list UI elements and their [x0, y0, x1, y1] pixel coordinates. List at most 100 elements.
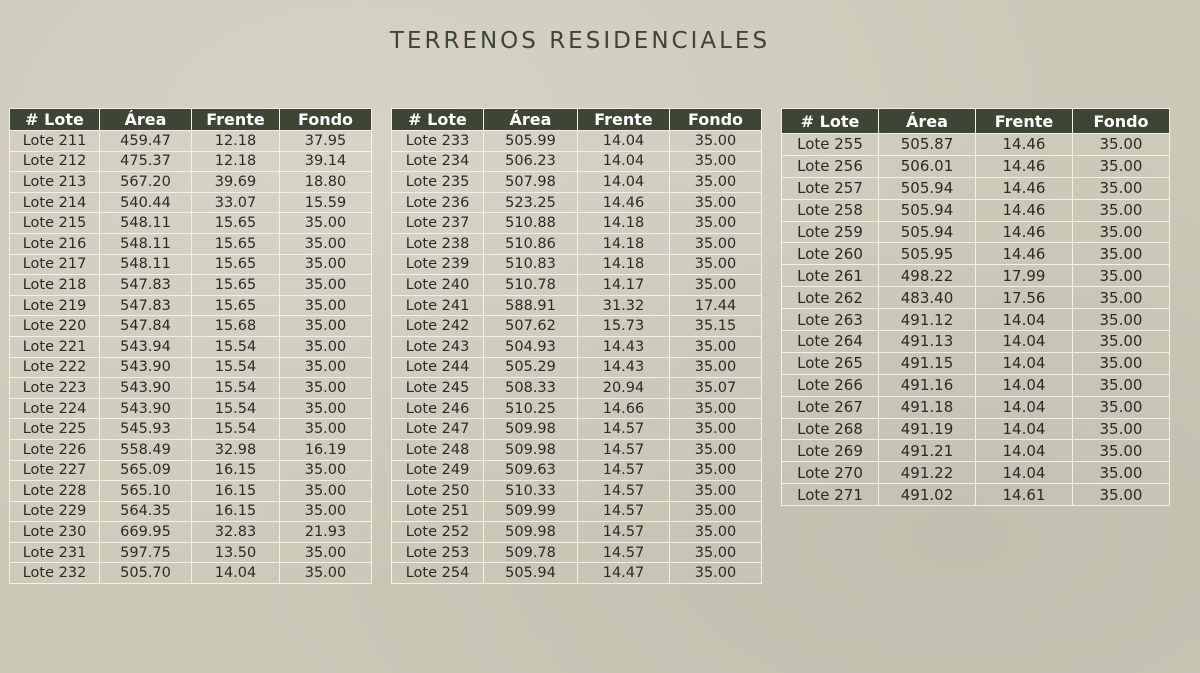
cell-frente: 14.47 [577, 562, 670, 585]
cell-area: 510.83 [483, 253, 578, 276]
cell-fondo: 35.00 [669, 480, 762, 502]
cell-area: 510.86 [483, 232, 578, 255]
cell-area: 459.47 [99, 130, 192, 152]
cell-fondo: 35.00 [669, 562, 762, 585]
cell-frente: 32.83 [191, 521, 280, 543]
cell-area: 510.88 [483, 212, 578, 234]
cell-fondo: 35.00 [669, 541, 762, 564]
cell-area: 509.98 [483, 521, 578, 543]
cell-area: 505.95 [878, 242, 976, 266]
cell-area: 506.01 [878, 154, 976, 178]
cell-fondo: 35.00 [669, 212, 762, 234]
cell-frente: 32.98 [191, 438, 280, 461]
cell-area: 548.11 [99, 212, 192, 234]
cell-fondo: 35.00 [669, 335, 762, 358]
cell-fondo: 35.00 [1072, 373, 1170, 397]
table-row: Lote 212 475.37 12.18 39.14 [9, 150, 372, 173]
cell-area: 509.98 [483, 438, 578, 461]
cell-frente: 31.32 [577, 294, 670, 317]
cell-area: 505.87 [878, 133, 976, 156]
cell-lote: Lote 264 [781, 330, 879, 353]
cell-fondo: 35.00 [279, 541, 372, 564]
cell-lote: Lote 240 [391, 274, 484, 296]
cell-lote: Lote 261 [781, 264, 879, 288]
table-row: Lote 221 543.94 15.54 35.00 [9, 335, 372, 358]
cell-frente: 14.46 [577, 191, 670, 214]
cell-fondo: 35.00 [1072, 308, 1170, 332]
cell-frente: 14.46 [975, 242, 1073, 266]
cell-area: 543.90 [99, 397, 192, 420]
cell-lote: Lote 217 [9, 253, 100, 276]
cell-lote: Lote 244 [391, 356, 484, 379]
cell-fondo: 35.00 [669, 459, 762, 482]
cell-fondo: 35.00 [279, 274, 372, 296]
cell-lote: Lote 245 [391, 377, 484, 399]
table-row: Lote 261 498.22 17.99 35.00 [781, 264, 1170, 288]
cell-area: 491.16 [878, 373, 976, 397]
cell-frente: 14.66 [577, 397, 670, 420]
cell-frente: 16.15 [191, 500, 280, 523]
table-row: Lote 245 508.33 20.94 35.07 [391, 377, 762, 399]
cell-lote: Lote 237 [391, 212, 484, 234]
cell-frente: 14.18 [577, 232, 670, 255]
cell-fondo: 35.00 [279, 562, 372, 585]
cell-area: 523.25 [483, 191, 578, 214]
cell-fondo: 35.00 [279, 377, 372, 399]
cell-fondo: 35.00 [1072, 395, 1170, 419]
table-row: Lote 238 510.86 14.18 35.00 [391, 232, 762, 255]
col-header-area: Área [99, 108, 192, 131]
cell-fondo: 35.00 [1072, 351, 1170, 375]
cell-lote: Lote 270 [781, 461, 879, 485]
table-row: Lote 249 509.63 14.57 35.00 [391, 459, 762, 482]
cell-lote: Lote 254 [391, 562, 484, 585]
cell-area: 506.23 [483, 150, 578, 173]
cell-frente: 17.56 [975, 286, 1073, 310]
cell-lote: Lote 269 [781, 439, 879, 463]
table-row: Lote 240 510.78 14.17 35.00 [391, 274, 762, 296]
cell-lote: Lote 225 [9, 418, 100, 440]
table-row: Lote 244 505.29 14.43 35.00 [391, 356, 762, 379]
cell-fondo: 15.59 [279, 191, 372, 214]
cell-frente: 14.57 [577, 521, 670, 543]
table-row: Lote 257 505.94 14.46 35.00 [781, 176, 1170, 200]
table-row: Lote 220 547.84 15.68 35.00 [9, 315, 372, 337]
cell-fondo: 35.00 [1072, 439, 1170, 463]
col-header-frente: Frente [975, 108, 1073, 134]
table-row: Lote 228 565.10 16.15 35.00 [9, 480, 372, 502]
cell-frente: 14.04 [975, 373, 1073, 397]
table-row: Lote 266 491.16 14.04 35.00 [781, 373, 1170, 397]
cell-area: 491.13 [878, 330, 976, 353]
cell-area: 547.83 [99, 274, 192, 296]
cell-lote: Lote 211 [9, 130, 100, 152]
col-header-fondo: Fondo [669, 108, 762, 131]
table-row: Lote 222 543.90 15.54 35.00 [9, 356, 372, 379]
cell-lote: Lote 227 [9, 459, 100, 482]
cell-frente: 14.46 [975, 133, 1073, 156]
cell-lote: Lote 262 [781, 286, 879, 310]
cell-frente: 14.57 [577, 418, 670, 440]
cell-frente: 16.15 [191, 480, 280, 502]
cell-fondo: 35.00 [279, 418, 372, 440]
table-row: Lote 243 504.93 14.43 35.00 [391, 335, 762, 358]
table-row: Lote 262 483.40 17.56 35.00 [781, 286, 1170, 310]
cell-lote: Lote 252 [391, 521, 484, 543]
cell-area: 509.99 [483, 500, 578, 523]
cell-lote: Lote 256 [781, 154, 879, 178]
cell-lote: Lote 251 [391, 500, 484, 523]
cell-lote: Lote 259 [781, 220, 879, 244]
cell-fondo: 35.00 [1072, 286, 1170, 310]
cell-frente: 14.43 [577, 356, 670, 379]
table-row: Lote 247 509.98 14.57 35.00 [391, 418, 762, 440]
cell-area: 505.94 [878, 220, 976, 244]
cell-fondo: 35.00 [1072, 483, 1170, 507]
cell-area: 505.94 [878, 198, 976, 222]
cell-lote: Lote 247 [391, 418, 484, 440]
cell-lote: Lote 214 [9, 191, 100, 214]
cell-frente: 14.57 [577, 480, 670, 502]
cell-area: 565.10 [99, 480, 192, 502]
cell-frente: 14.46 [975, 154, 1073, 178]
cell-fondo: 21.93 [279, 521, 372, 543]
table-row: Lote 229 564.35 16.15 35.00 [9, 500, 372, 523]
col-header-lote: # Lote [9, 108, 100, 131]
table-row: Lote 271 491.02 14.61 35.00 [781, 483, 1170, 507]
